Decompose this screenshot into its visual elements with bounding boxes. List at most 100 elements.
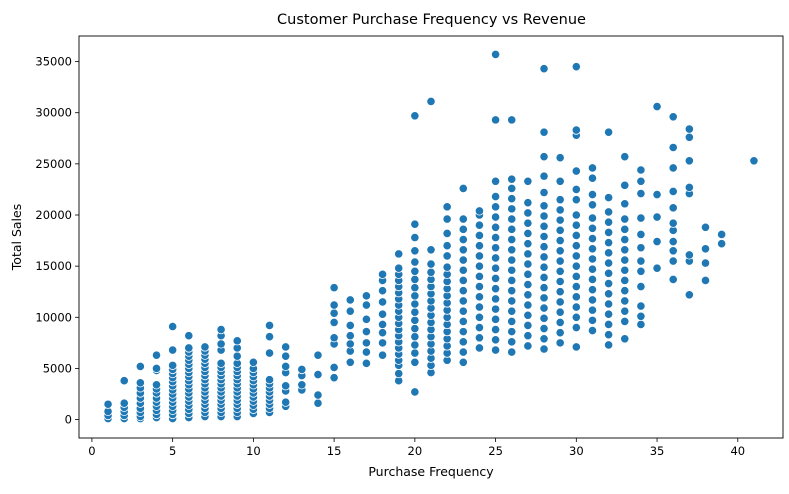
data-point [490, 232, 501, 243]
data-point [474, 302, 485, 312]
data-point [135, 361, 145, 371]
data-point [490, 191, 501, 202]
data-point [507, 204, 517, 214]
data-point [168, 345, 178, 355]
data-point [474, 312, 485, 322]
data-point [377, 297, 388, 307]
data-point [555, 297, 565, 307]
data-point [490, 284, 501, 294]
data-point [620, 224, 630, 234]
data-point [539, 262, 549, 272]
data-point [539, 303, 549, 313]
data-point [377, 309, 388, 319]
data-point [490, 345, 501, 355]
data-point [103, 399, 113, 409]
data-point [700, 244, 711, 254]
data-point [377, 286, 388, 296]
data-point [458, 214, 468, 224]
data-point [539, 313, 549, 323]
data-point [684, 132, 694, 142]
data-point [604, 330, 614, 340]
data-point [135, 378, 145, 388]
data-point [636, 229, 646, 240]
data-point [523, 176, 533, 186]
data-point [571, 261, 581, 271]
data-point [636, 165, 646, 175]
data-point [329, 308, 339, 318]
data-point [507, 194, 517, 204]
data-point [458, 327, 468, 337]
data-point [587, 173, 598, 183]
data-point [216, 324, 226, 335]
data-point [620, 255, 630, 265]
data-point [571, 292, 581, 302]
data-point [410, 357, 420, 367]
data-point [555, 256, 565, 266]
data-point [700, 258, 711, 268]
data-point [620, 152, 630, 162]
data-point [345, 339, 355, 349]
data-point [232, 336, 242, 346]
data-point [297, 380, 307, 390]
data-point [490, 49, 501, 60]
data-point [668, 142, 678, 153]
data-point [507, 183, 517, 194]
data-point [410, 307, 420, 317]
data-point [426, 245, 436, 255]
data-point [604, 319, 614, 330]
x-axis-label: Purchase Frequency [368, 464, 494, 479]
data-point [394, 368, 404, 379]
data-point [442, 241, 452, 251]
data-point [507, 265, 517, 275]
data-point [313, 369, 323, 380]
data-point [410, 232, 420, 243]
data-point [539, 323, 549, 334]
x-tick-label: 35 [650, 444, 665, 458]
data-point [490, 202, 501, 212]
data-point [184, 331, 194, 341]
data-point [329, 283, 339, 293]
data-point [523, 249, 533, 259]
data-point [652, 101, 662, 112]
data-point [313, 350, 323, 360]
data-point [394, 249, 404, 259]
data-point [604, 258, 614, 268]
data-point [539, 221, 549, 231]
data-point [636, 301, 646, 311]
data-point [232, 351, 242, 361]
data-point [281, 381, 291, 391]
data-point [523, 269, 533, 279]
data-point [168, 321, 178, 332]
data-point [620, 234, 630, 245]
data-point [458, 183, 468, 194]
data-point [587, 305, 598, 315]
data-point [571, 322, 581, 333]
data-point [458, 296, 468, 306]
data-point [507, 224, 517, 234]
data-point [539, 152, 549, 162]
data-point [604, 340, 614, 350]
data-point [474, 322, 485, 333]
data-point [668, 112, 678, 122]
data-point [555, 246, 565, 256]
data-point [604, 289, 614, 299]
data-point [394, 263, 404, 273]
data-point [458, 245, 468, 255]
data-point [668, 203, 678, 213]
data-point [604, 268, 614, 278]
y-tick-label: 30000 [35, 106, 72, 120]
data-point [604, 309, 614, 319]
data-point [345, 331, 355, 341]
data-point [377, 338, 388, 348]
data-point [523, 290, 533, 300]
data-point [426, 259, 436, 269]
data-point [361, 327, 372, 337]
data-point [684, 250, 694, 260]
data-point [555, 328, 565, 338]
data-point [523, 198, 533, 208]
data-point [474, 261, 485, 271]
data-point [571, 230, 581, 241]
data-point [458, 306, 468, 316]
